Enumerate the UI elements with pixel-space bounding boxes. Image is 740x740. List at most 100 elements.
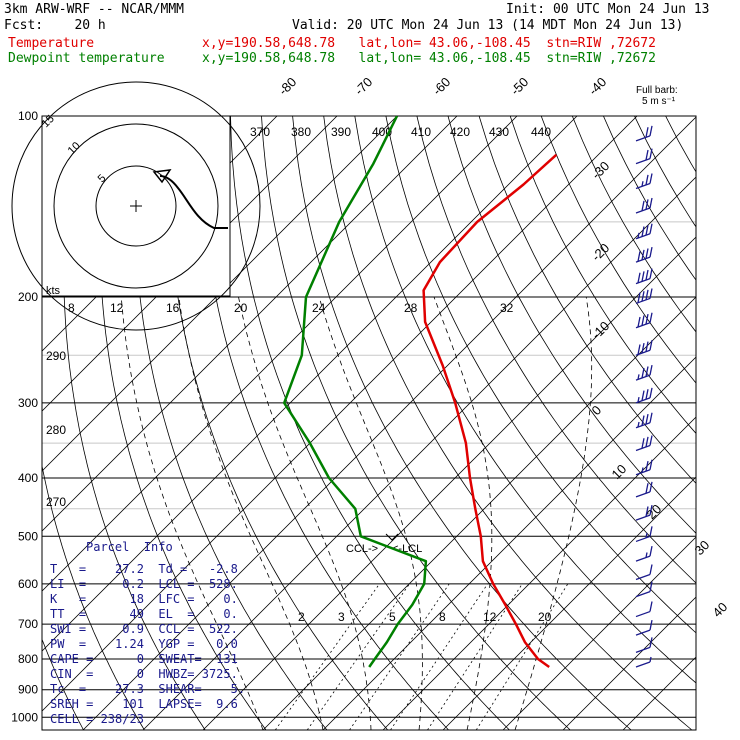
theta-e-label: 410 — [411, 125, 431, 139]
barb-staff — [635, 646, 651, 653]
pressure-tick-label: 500 — [18, 529, 38, 543]
barb-flag — [649, 387, 653, 399]
isotherm-label: 30 — [692, 537, 713, 558]
isotherm-line — [42, 116, 638, 712]
barb-half-flag — [637, 421, 640, 428]
hodo-speed-label: 28 — [404, 301, 418, 315]
mixing-ratio-line — [306, 583, 410, 730]
mixing-ratio-label: 12 — [483, 610, 497, 624]
barb-staff — [635, 629, 651, 636]
pressure-tick-label: 800 — [18, 652, 38, 666]
mixing-ratio-line — [349, 583, 450, 730]
barb-staff — [635, 444, 651, 452]
barb-flag — [641, 249, 645, 261]
barb-flag — [641, 226, 645, 237]
barb-flag — [649, 435, 653, 446]
barb-staff — [635, 182, 651, 190]
wind-barb — [635, 223, 653, 240]
dry-adiabat-line — [354, 116, 696, 684]
barb-flag — [641, 367, 645, 379]
barb-flag — [645, 248, 649, 259]
dry-adiabat-line — [385, 116, 696, 634]
wind-barb — [635, 365, 653, 381]
dewpoint-legend: Dewpoint temperature — [8, 51, 165, 66]
forecast-hour: Fcst: 20 h — [4, 18, 106, 33]
barb-flag — [649, 504, 653, 516]
barb-flag — [641, 271, 645, 282]
barb-flag — [645, 483, 649, 494]
wind-barb — [635, 637, 653, 653]
barb-flag — [641, 200, 645, 211]
dry-adiabat-line — [230, 116, 510, 730]
barb-staff — [635, 535, 651, 543]
isotherm-label: -10 — [589, 318, 613, 342]
hodo-speed-label: 24 — [312, 301, 326, 315]
barb-staff — [635, 207, 651, 214]
dry-adiabat-line — [42, 116, 145, 730]
temperature-location: x,y=190.58,648.78 lat,lon= 43.06,-108.45… — [202, 36, 656, 51]
isotherm-line — [202, 236, 696, 730]
barb-staff — [635, 590, 651, 598]
wind-barb — [635, 312, 653, 329]
wind-barb — [635, 546, 653, 562]
barb-half-flag — [637, 396, 640, 403]
parcel-row: CAPE = 0 SWEAT= 131 — [50, 652, 238, 666]
barb-flag — [645, 460, 649, 472]
isotherm-label: -80 — [276, 74, 300, 98]
barb-flag — [649, 546, 653, 557]
parcel-row: K = 18 LFC = 0. — [50, 592, 238, 606]
dry-adiabat-line — [478, 116, 696, 484]
hodo-ring — [95, 165, 177, 247]
mixing-ratio-label: 3 — [338, 610, 345, 624]
hodo-speed-label: 16 — [166, 301, 180, 315]
barb-flag — [641, 438, 645, 449]
barb-flag — [645, 506, 649, 517]
moist-adiabat-line — [120, 296, 264, 730]
barb-flag — [645, 314, 649, 325]
barb-half-flag — [641, 181, 644, 187]
barb-flag — [645, 389, 649, 400]
barb-flag — [645, 174, 649, 186]
wind-barb — [635, 387, 653, 404]
isotherm-label: 40 — [710, 599, 731, 620]
barb-flag — [641, 291, 645, 302]
theta-e-label: 420 — [450, 125, 470, 139]
barb-flag — [645, 436, 649, 448]
temperature-legend: Temperature — [8, 36, 95, 51]
barb-legend-label: Full barb: — [636, 85, 678, 96]
barb-flag — [649, 223, 653, 234]
dry-adiabat-line — [603, 116, 696, 281]
barb-flag — [645, 199, 649, 210]
isotherm-label: -50 — [508, 74, 532, 98]
barb-legend-units: 5 m s⁻¹ — [642, 96, 676, 107]
isotherm-line — [262, 296, 696, 730]
barb-flag — [649, 197, 653, 209]
wind-barb — [635, 435, 653, 452]
wind-barb — [635, 526, 653, 543]
barb-flag — [649, 564, 653, 575]
dry-adiabat-line — [261, 116, 571, 730]
mixing-ratio-line — [390, 583, 488, 730]
barb-half-flag — [649, 656, 652, 663]
wind-barb — [635, 601, 653, 618]
pressure-tick-label: 600 — [18, 577, 38, 591]
isotherm-line — [562, 596, 696, 730]
dewpoint-profile — [282, 116, 428, 668]
barb-flag — [645, 366, 649, 377]
parcel-row: T = 27.2 Td = -2.8 — [50, 562, 238, 576]
barb-staff — [635, 661, 651, 668]
barb-half-flag — [637, 374, 640, 380]
barb-flag — [637, 316, 641, 328]
theta-e-label: 440 — [531, 125, 551, 139]
barb-flag — [649, 148, 653, 159]
isotherm-line — [42, 116, 578, 652]
hodo-units-label: kts — [46, 285, 61, 297]
barb-flag — [637, 292, 641, 303]
barb-flag — [649, 365, 653, 376]
dry-adiabat-line — [447, 116, 696, 534]
dry-adiabat-line — [199, 116, 449, 730]
isotherm-label: 0 — [589, 402, 605, 418]
dry-adiabat-line — [728, 116, 740, 730]
mixing-ratio-label: 20 — [538, 610, 552, 624]
